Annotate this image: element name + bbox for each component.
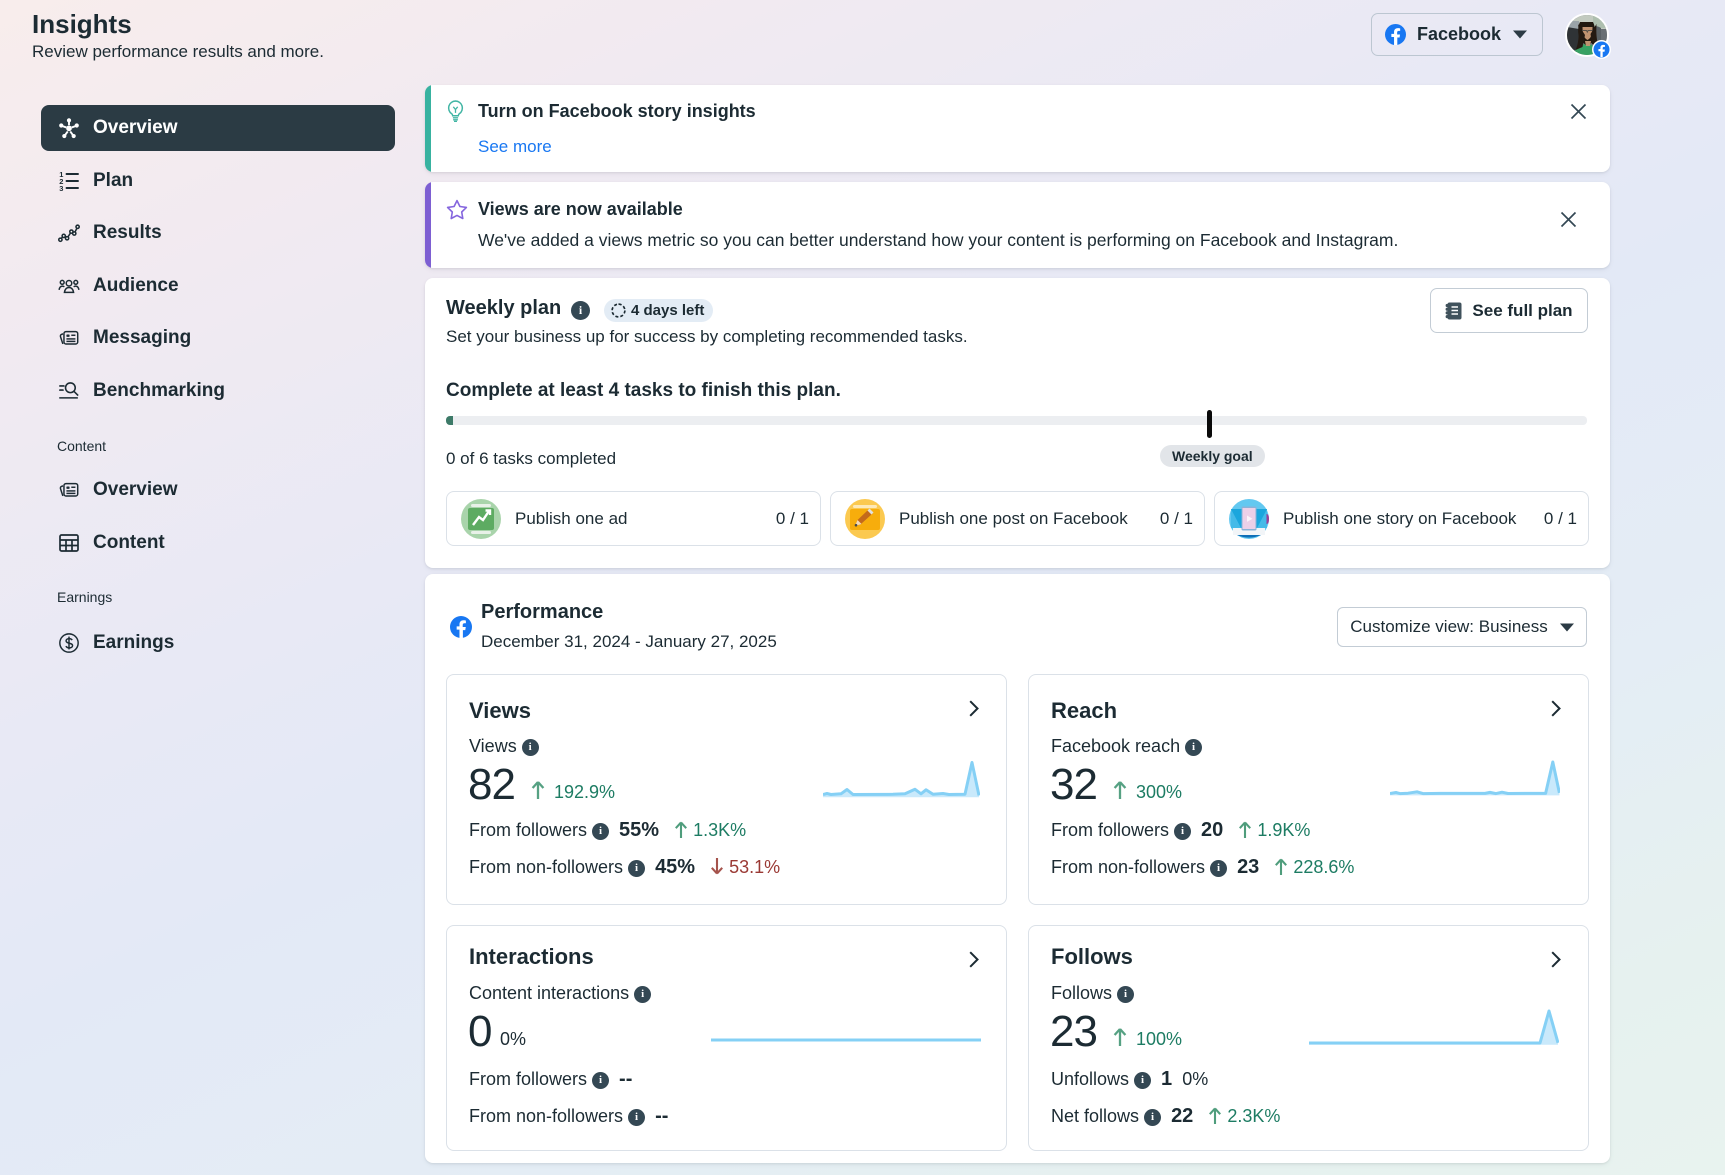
svg-text:2: 2 [59,177,63,186]
svg-text:1: 1 [59,170,63,179]
svg-text:3: 3 [59,184,63,192]
